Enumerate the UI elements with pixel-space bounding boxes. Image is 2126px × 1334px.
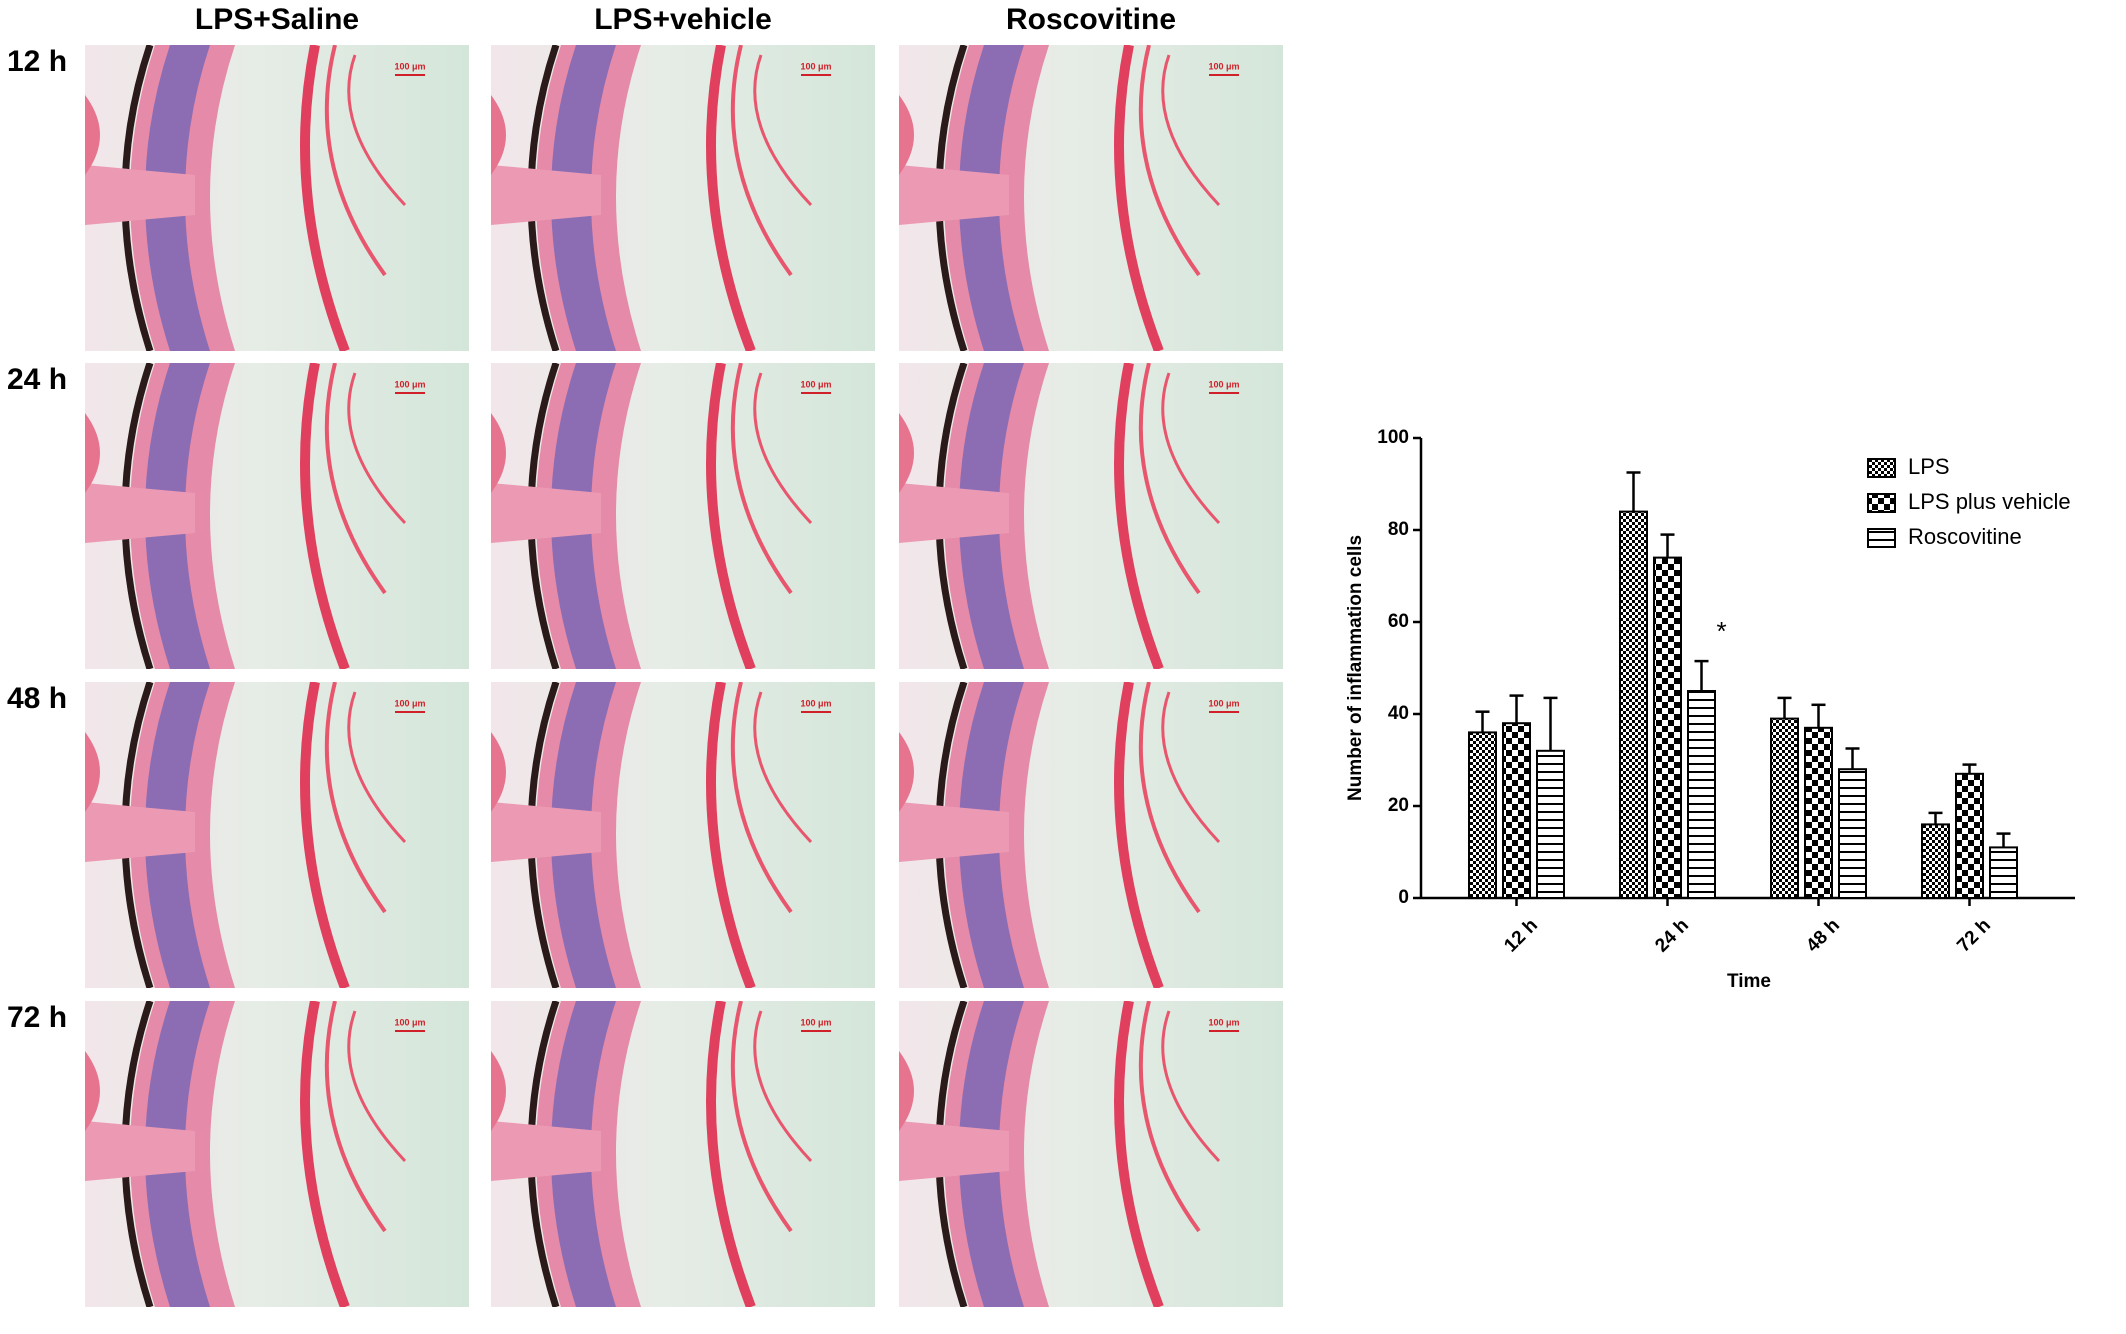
micrograph xyxy=(491,363,875,669)
row-label: 48 h xyxy=(7,682,67,715)
bar xyxy=(1536,749,1565,899)
bar xyxy=(1468,731,1497,900)
scale-bar-label: 100 μm xyxy=(394,698,425,708)
scale-bar-label: 100 μm xyxy=(1208,698,1239,708)
y-tick-label: 80 xyxy=(1388,519,1409,540)
row-label: 12 h xyxy=(7,45,67,78)
legend-label: LPS xyxy=(1908,454,1950,479)
scale-bar-label: 100 μm xyxy=(394,379,425,389)
micrograph xyxy=(491,682,875,988)
y-axis-label: Number of inflammation cells xyxy=(1345,535,1366,801)
y-tick-label: 0 xyxy=(1398,887,1409,908)
micrograph xyxy=(899,45,1283,351)
y-tick-label: 100 xyxy=(1377,427,1409,448)
scale-bar-label: 100 μm xyxy=(394,1017,425,1027)
scale-bar-label: 100 μm xyxy=(394,61,425,71)
scale-bar-label: 100 μm xyxy=(800,61,831,71)
scale-bar-label: 100 μm xyxy=(800,379,831,389)
x-tick-label: 24 h xyxy=(1651,915,1693,957)
legend-label: Roscovitine xyxy=(1908,524,2022,549)
x-tick-label: 48 h xyxy=(1802,915,1844,957)
micrograph xyxy=(899,363,1283,669)
legend-label: LPS plus vehicle xyxy=(1908,489,2071,514)
bar xyxy=(1838,768,1867,900)
bar xyxy=(1921,823,1950,900)
row-label: 24 h xyxy=(7,363,67,396)
scale-bar-label: 100 μm xyxy=(1208,1017,1239,1027)
bar xyxy=(1804,726,1833,899)
bar xyxy=(1619,510,1648,899)
micrograph xyxy=(85,1001,469,1307)
micrograph xyxy=(85,45,469,351)
scale-bar-label: 100 μm xyxy=(1208,61,1239,71)
scale-bar-label: 100 μm xyxy=(1208,379,1239,389)
bar xyxy=(1653,556,1682,899)
x-axis-label: Time xyxy=(1727,971,1771,992)
x-tick-label: 72 h xyxy=(1953,915,1995,957)
micrograph xyxy=(491,1001,875,1307)
significance-marker: * xyxy=(1716,616,1726,646)
micrograph xyxy=(491,45,875,351)
bar xyxy=(1955,772,1984,899)
y-tick-label: 60 xyxy=(1388,611,1409,632)
legend-swatch xyxy=(1867,528,1896,548)
micrograph xyxy=(85,682,469,988)
bar xyxy=(1687,690,1716,899)
scale-bar-label: 100 μm xyxy=(800,698,831,708)
row-label: 72 h xyxy=(7,1001,67,1034)
micrograph xyxy=(85,363,469,669)
micrograph xyxy=(899,682,1283,988)
y-tick-label: 20 xyxy=(1388,795,1409,816)
x-tick-label: 12 h xyxy=(1500,915,1542,957)
bar xyxy=(1989,846,2018,900)
column-header: LPS+vehicle xyxy=(594,3,772,36)
column-header: LPS+Saline xyxy=(195,3,359,36)
micrograph xyxy=(899,1001,1283,1307)
scale-bar-label: 100 μm xyxy=(800,1017,831,1027)
legend-swatch xyxy=(1867,493,1896,513)
bar xyxy=(1770,717,1799,899)
y-tick-label: 40 xyxy=(1388,703,1409,724)
column-header: Roscovitine xyxy=(1006,3,1176,36)
legend-swatch xyxy=(1867,458,1896,478)
bar xyxy=(1502,722,1531,900)
